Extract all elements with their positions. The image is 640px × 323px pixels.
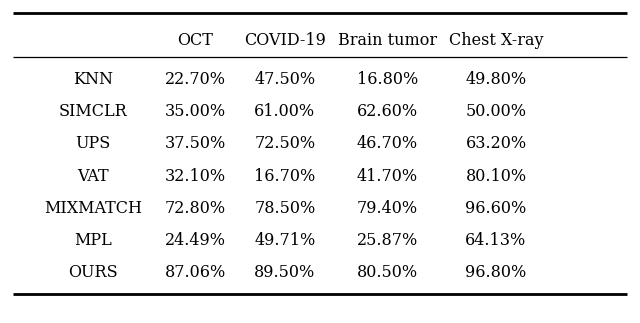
Text: 62.60%: 62.60%: [356, 103, 418, 120]
Text: 22.70%: 22.70%: [164, 71, 226, 88]
Text: 49.80%: 49.80%: [465, 71, 527, 88]
Text: 16.80%: 16.80%: [356, 71, 418, 88]
Text: 72.50%: 72.50%: [254, 135, 316, 152]
Text: 63.20%: 63.20%: [465, 135, 527, 152]
Text: 46.70%: 46.70%: [356, 135, 418, 152]
Text: SIMCLR: SIMCLR: [58, 103, 127, 120]
Text: 87.06%: 87.06%: [164, 265, 226, 281]
Text: 41.70%: 41.70%: [356, 168, 418, 184]
Text: 96.60%: 96.60%: [465, 200, 527, 217]
Text: 79.40%: 79.40%: [356, 200, 418, 217]
Text: Chest X-ray: Chest X-ray: [449, 32, 543, 49]
Text: 72.80%: 72.80%: [164, 200, 226, 217]
Text: UPS: UPS: [75, 135, 111, 152]
Text: 78.50%: 78.50%: [254, 200, 316, 217]
Text: 49.71%: 49.71%: [254, 232, 316, 249]
Text: OCT: OCT: [177, 32, 213, 49]
Text: COVID-19: COVID-19: [244, 32, 326, 49]
Text: OURS: OURS: [68, 265, 118, 281]
Text: 89.50%: 89.50%: [254, 265, 316, 281]
Text: MIXMATCH: MIXMATCH: [44, 200, 142, 217]
Text: 80.50%: 80.50%: [356, 265, 418, 281]
Text: KNN: KNN: [73, 71, 113, 88]
Text: 37.50%: 37.50%: [164, 135, 226, 152]
Text: Brain tumor: Brain tumor: [338, 32, 436, 49]
Text: MPL: MPL: [74, 232, 111, 249]
Text: 50.00%: 50.00%: [465, 103, 527, 120]
Text: 47.50%: 47.50%: [254, 71, 316, 88]
Text: 35.00%: 35.00%: [164, 103, 226, 120]
Text: 64.13%: 64.13%: [465, 232, 527, 249]
Text: 25.87%: 25.87%: [356, 232, 418, 249]
Text: 80.10%: 80.10%: [465, 168, 527, 184]
Text: 96.80%: 96.80%: [465, 265, 527, 281]
Text: VAT: VAT: [77, 168, 109, 184]
Text: 24.49%: 24.49%: [164, 232, 226, 249]
Text: 32.10%: 32.10%: [164, 168, 226, 184]
Text: 61.00%: 61.00%: [254, 103, 316, 120]
Text: 16.70%: 16.70%: [254, 168, 316, 184]
